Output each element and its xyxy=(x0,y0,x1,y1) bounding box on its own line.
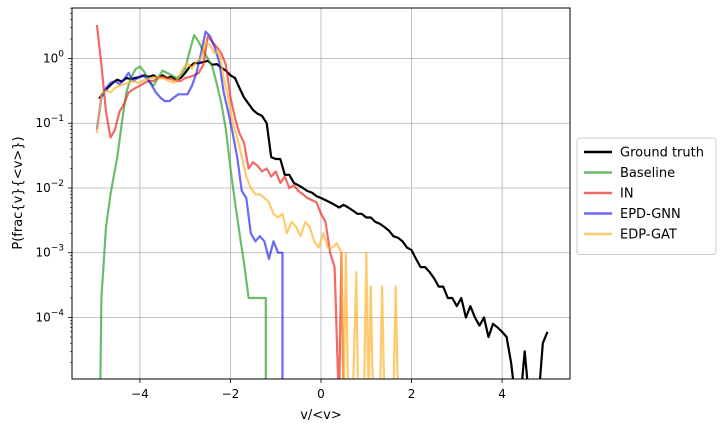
series-line-in xyxy=(95,24,345,379)
x-axis-label: v/<v> xyxy=(300,408,342,423)
x-tick-label: −2 xyxy=(222,387,240,401)
x-tick-label: 2 xyxy=(408,387,416,401)
legend-label-edp-gat: EDP-GAT xyxy=(620,228,677,243)
legend-label-baseline: Baseline xyxy=(620,166,675,181)
legend-label-ground-truth: Ground truth xyxy=(620,146,704,161)
legend-label-epd-gnn: EPD-GNN xyxy=(620,207,681,222)
y-axis-label: P(frac{v}{<v>}) xyxy=(11,136,26,249)
y-tick-label: 100 xyxy=(43,50,64,66)
x-tick-label: −4 xyxy=(131,387,149,401)
series-line-epd-gnn xyxy=(95,30,284,379)
x-tick-label: 0 xyxy=(317,387,325,401)
legend-label-in: IN xyxy=(620,187,634,202)
grid xyxy=(72,8,570,379)
series-group xyxy=(95,24,549,379)
y-tick-label: 10−2 xyxy=(35,179,64,195)
y-tick-label: 10−1 xyxy=(35,114,64,130)
y-tick-label: 10−4 xyxy=(35,308,64,324)
series-line-ground-truth xyxy=(98,59,549,379)
legend-box xyxy=(576,137,717,255)
legend: Ground truth Baseline IN EPD-GNN EDP-GAT xyxy=(576,137,717,255)
x-tick-label: 4 xyxy=(498,387,506,401)
axes: −4 −2 0 2 4 100 10−1 10−2 10−3 10−4 xyxy=(35,7,506,401)
series-line-baseline xyxy=(99,34,267,379)
series-line-edp-gat xyxy=(95,40,399,379)
y-tick-label: 10−3 xyxy=(35,244,64,260)
